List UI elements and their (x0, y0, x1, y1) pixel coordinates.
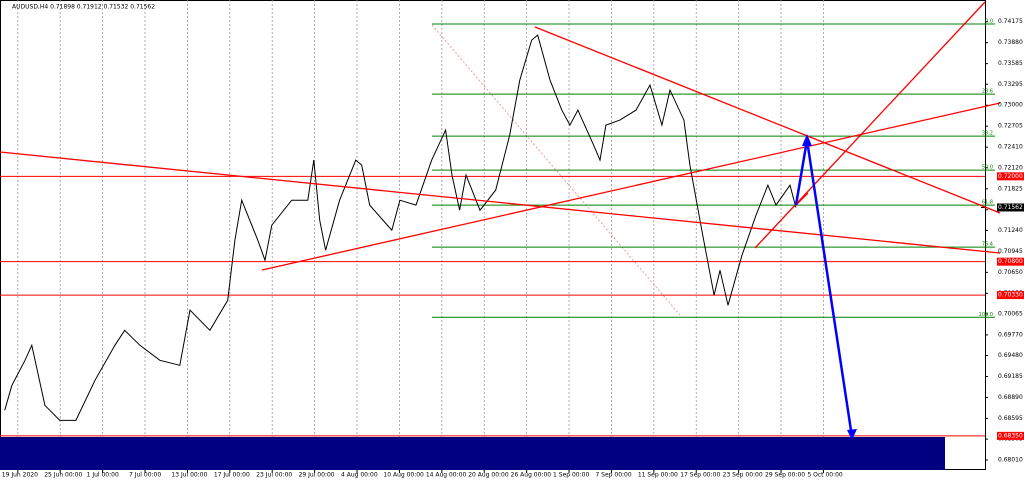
x-tick-label: 7 Sep 00:00 (595, 472, 631, 479)
plot-frame (0, 0, 986, 470)
current-price-label: 0.71562 (998, 204, 1023, 211)
fib-level-label: 50.0 (982, 165, 993, 171)
fib-level-label: 0.0 (985, 19, 993, 25)
y-tick-label: 0.73880 (998, 39, 1023, 46)
y-tick-label: 0.71825 (998, 185, 1023, 192)
y-tick-label: 0.68010 (998, 457, 1023, 464)
y-tick-label: 0.72410 (998, 144, 1023, 151)
y-tick-label: 0.70945 (998, 248, 1023, 255)
trend-line (795, 192, 809, 206)
y-tick-label: 0.70065 (998, 310, 1023, 317)
y-tick-label: 0.71240 (998, 227, 1023, 234)
x-tick-label: 19 Jun 2020 (2, 472, 38, 479)
price-label: 0.68350 (998, 432, 1023, 439)
x-tick-label: 17 Jul 00:00 (214, 472, 250, 479)
x-tick-label: 23 Sep 00:00 (723, 472, 763, 479)
price-label-box (997, 172, 1024, 181)
x-tick-label: 5 Oct 00:00 (807, 472, 842, 479)
trend-line (534, 26, 1001, 214)
y-tick-label: 0.73295 (998, 81, 1023, 88)
x-tick-label: 26 Aug 00:00 (511, 472, 552, 479)
trend-line (754, 1, 986, 249)
y-tick-label: 0.74175 (998, 18, 1023, 25)
chart-title: AUDUSD,H4 0.71898 0.71912 0.71532 0.7156… (12, 4, 155, 11)
x-tick-label: 14 Aug 00:00 (426, 472, 467, 479)
y-tick-label: 0.73585 (998, 60, 1023, 67)
fib-level-label: 38.2 (982, 131, 993, 137)
x-tick-label: 1 Jul 00:00 (87, 472, 119, 479)
price-label-box (997, 291, 1024, 300)
x-tick-label: 7 Jul 00:00 (129, 472, 161, 479)
x-tick-label: 29 Sep 00:00 (765, 472, 805, 479)
y-tick-label: 0.72705 (998, 123, 1023, 130)
x-tick-label: 10 Aug 00:00 (383, 472, 424, 479)
arrow-head (802, 134, 812, 146)
y-tick-label: 0.69480 (998, 352, 1023, 359)
fib-level-label: 76.4 (982, 242, 993, 248)
y-tick-label: 0.68890 (998, 394, 1023, 401)
data (0, 23, 995, 437)
labels: 19 Jun 2020 25 Jun 00:00 1 Jul 00:00 7 Jul … (2, 18, 1024, 479)
price-label: 0.70330 (998, 292, 1023, 299)
current-price-box (997, 203, 1024, 212)
y-tick-label: 0.73000 (998, 102, 1023, 109)
y-tick-label: 0.70650 (998, 269, 1023, 276)
arrow-head (847, 429, 857, 440)
x-tick-label: 17 Sep 00:00 (680, 472, 720, 479)
fib-level-label: 61.8 (982, 200, 993, 206)
price-label: 0.72000 (998, 173, 1023, 180)
x-tick-label: 20 Aug 00:00 (468, 472, 509, 479)
target-zone (0, 437, 945, 470)
y-tick-label: 0.69770 (998, 331, 1023, 338)
price-label: 0.70800 (998, 258, 1023, 265)
trend-line (0, 151, 1001, 254)
fib-level-label: 23.6 (982, 89, 993, 95)
fib-level-label: 100.0 (979, 312, 993, 318)
y-tick-label: 0.69185 (998, 373, 1023, 380)
y-tick-label: 0.68595 (998, 415, 1023, 422)
x-tick-label: 13 Jul 00:00 (171, 472, 207, 479)
x-tick-label: 25 Jun 00:00 (44, 472, 82, 479)
x-tick-label: 11 Sep 00:00 (638, 472, 678, 479)
x-tick-label: 1 Sep 00:00 (553, 472, 589, 479)
grid (17, 0, 988, 473)
trend-line (261, 102, 1001, 271)
x-tick-label: 4 Aug 00:00 (341, 472, 378, 479)
price-line (4, 34, 797, 421)
x-tick-label: 29 Jul 00:00 (299, 472, 335, 479)
y-tick-label: 0.72120 (998, 164, 1023, 171)
fib-trend-line (431, 24, 681, 316)
price-label-box (997, 431, 1024, 440)
x-tick-label: 23 Jul 00:00 (256, 472, 292, 479)
price-label-box (997, 257, 1024, 266)
annotations (0, 1, 1001, 470)
